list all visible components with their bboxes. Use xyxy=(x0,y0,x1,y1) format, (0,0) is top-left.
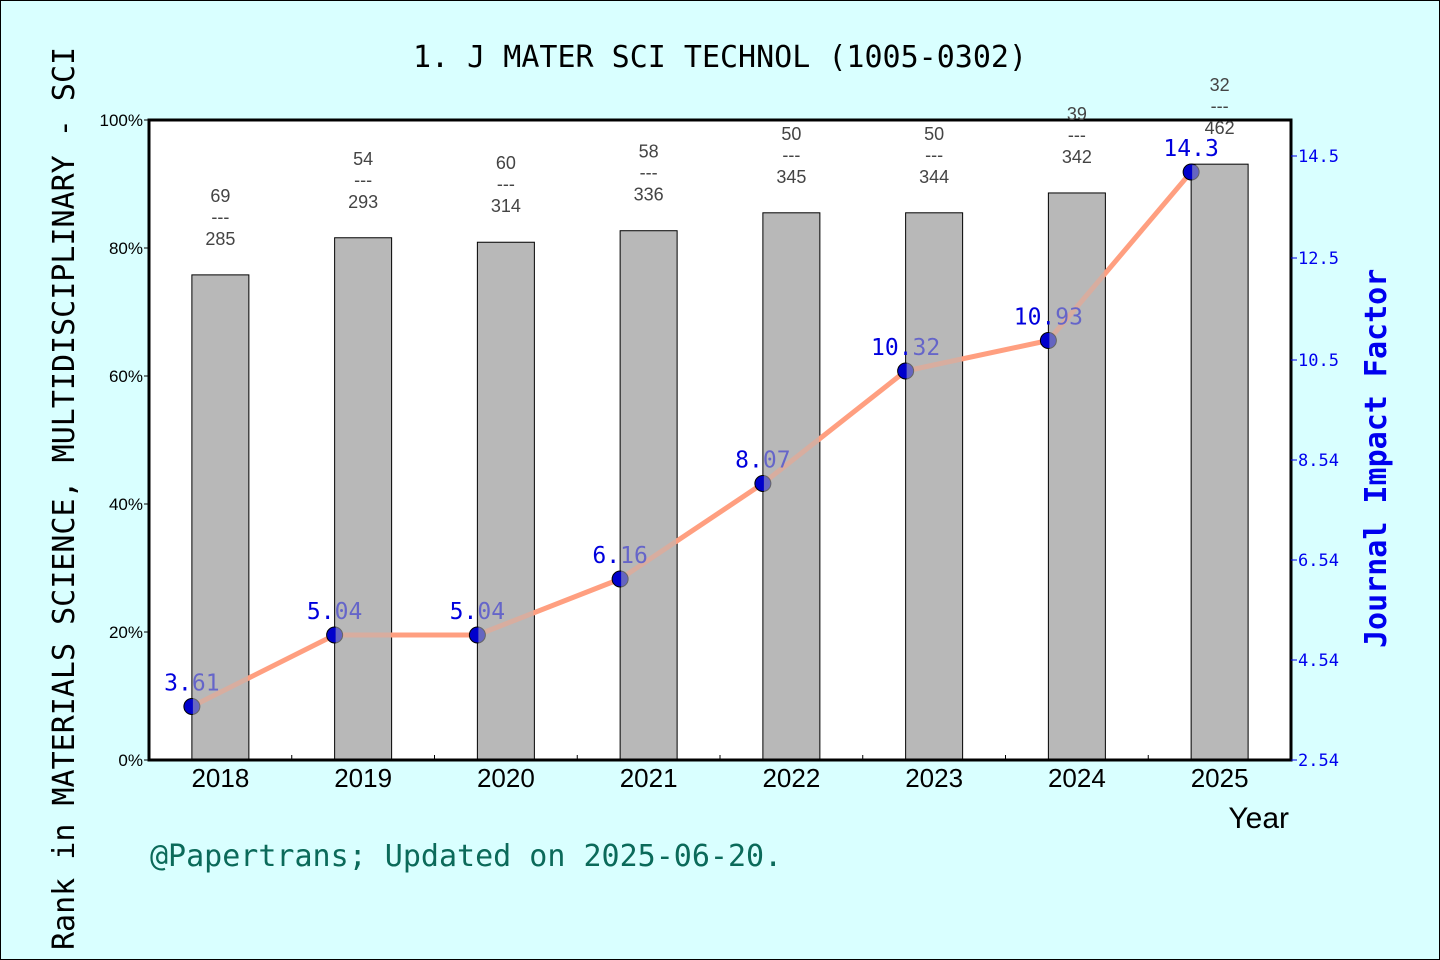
rank-value-2024: 39 xyxy=(1067,104,1087,124)
rank-total-2022: 345 xyxy=(776,167,806,187)
y2-tick-label: 10.5 xyxy=(1298,351,1339,371)
rank-divider-2020: --- xyxy=(497,174,515,194)
y2-axis-label: Journal Impact Factor xyxy=(1359,269,1394,648)
rank-value-2025: 32 xyxy=(1210,75,1230,95)
rank-divider-2024: --- xyxy=(1068,125,1086,145)
bar-overlay-2022 xyxy=(763,213,819,760)
if-label-2025: 14.3 xyxy=(1163,136,1218,162)
chart-title: 1. J MATER SCI TECHNOL (1005-0302) xyxy=(413,40,1027,75)
y-tick-label: 0% xyxy=(118,751,143,770)
y-tick-label: 20% xyxy=(109,623,143,642)
rank-divider-2025: --- xyxy=(1211,96,1229,116)
y2-tick-label: 4.54 xyxy=(1298,651,1339,671)
bar-overlay-2024 xyxy=(1049,193,1105,759)
y2-tick-label: 8.54 xyxy=(1298,451,1339,471)
plot-area xyxy=(149,120,1291,760)
rank-total-2025: 462 xyxy=(1205,118,1235,138)
rank-divider-2021: --- xyxy=(640,163,658,183)
rank-value-2019: 54 xyxy=(353,149,373,169)
bar-overlay-2019 xyxy=(335,238,391,759)
x-tick-label: 2020 xyxy=(477,763,535,793)
y-tick-label: 60% xyxy=(109,367,143,386)
x-tick-label: 2021 xyxy=(620,763,678,793)
rank-value-2022: 50 xyxy=(781,124,801,144)
y2-tick-label: 14.5 xyxy=(1298,147,1339,167)
bar-overlay-2020 xyxy=(478,243,534,760)
rank-total-2019: 293 xyxy=(348,192,378,212)
y2-tick-label: 2.54 xyxy=(1298,751,1339,771)
rank-total-2020: 314 xyxy=(491,196,521,216)
y-axis-label: Rank in MATERIALS SCIENCE, MULTIDISCIPLI… xyxy=(47,47,82,950)
rank-value-2018: 69 xyxy=(210,186,230,206)
bar-overlay-2018 xyxy=(192,275,248,759)
footer-credit: @Papertrans; Updated on 2025-06-20. xyxy=(150,839,782,874)
bar-overlay-2025 xyxy=(1192,165,1248,759)
y-tick-label: 40% xyxy=(109,495,143,514)
x-tick-label: 2024 xyxy=(1048,763,1106,793)
x-tick-label: 2018 xyxy=(191,763,249,793)
bar-overlay-2021 xyxy=(621,231,677,760)
x-tick-label: 2022 xyxy=(762,763,820,793)
x-tick-label: 2019 xyxy=(334,763,392,793)
rank-divider-2023: --- xyxy=(925,145,943,165)
x-tick-label: 2025 xyxy=(1191,763,1249,793)
y-tick-label: 100% xyxy=(100,111,143,130)
x-tick-label: 2023 xyxy=(905,763,963,793)
y2-tick-label: 6.54 xyxy=(1298,551,1339,571)
rank-value-2023: 50 xyxy=(924,124,944,144)
rank-total-2024: 342 xyxy=(1062,147,1092,167)
y2-tick-label: 12.5 xyxy=(1298,249,1339,269)
rank-total-2023: 344 xyxy=(919,167,949,187)
x-axis-label: Year xyxy=(1228,802,1289,835)
rank-value-2021: 58 xyxy=(639,142,659,162)
rank-divider-2018: --- xyxy=(211,207,229,227)
y-tick-label: 80% xyxy=(109,239,143,258)
rank-divider-2019: --- xyxy=(354,170,372,190)
bar-overlay-2023 xyxy=(906,213,962,760)
rank-divider-2022: --- xyxy=(782,145,800,165)
rank-total-2018: 285 xyxy=(205,229,235,249)
rank-value-2020: 60 xyxy=(496,153,516,173)
rank-total-2021: 336 xyxy=(634,185,664,205)
